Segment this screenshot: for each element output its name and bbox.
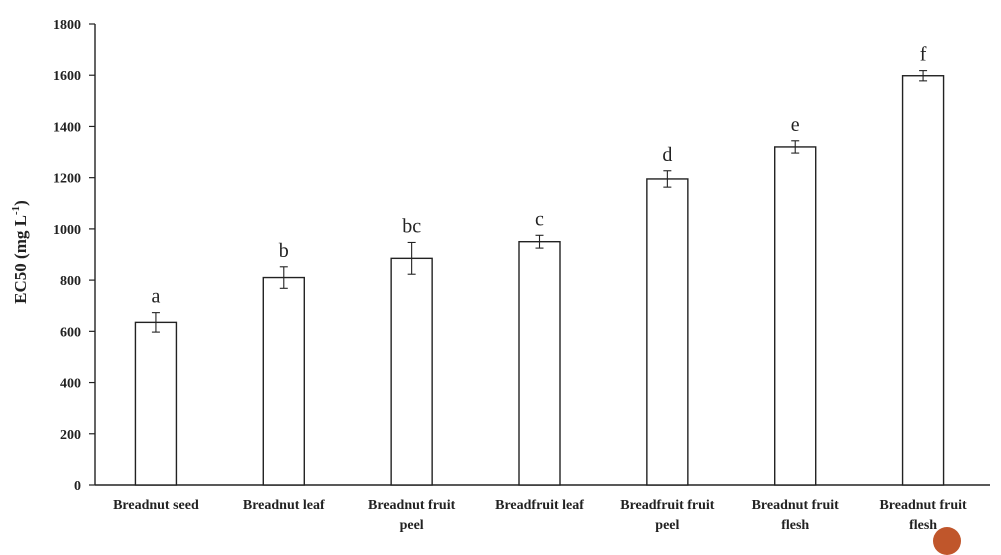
y-tick-label: 600: [60, 325, 81, 340]
bar: [390, 257, 433, 486]
x-tick-label: Breadnut fruit flesh: [879, 498, 967, 533]
x-tick-label: Breadfruit leaf: [495, 498, 584, 513]
y-tick-label: 200: [60, 428, 81, 443]
bar: [262, 276, 305, 486]
significance-label: d: [662, 144, 672, 166]
y-tick-label: 800: [60, 274, 81, 289]
y-tick-label: 0: [74, 479, 81, 494]
bar: [134, 321, 178, 486]
x-tick-label: Breadnut seed: [113, 498, 199, 513]
bar-chart: 0 200 400 600 800 1000 1200 1400 1600 1800 Breadn…: [10, 18, 990, 533]
bar: [901, 75, 945, 486]
x-tick-label: Breadfruit fruit peel: [620, 498, 715, 533]
corner-mark: [933, 527, 961, 555]
y-axis-title: EC50 (mg L-1): [10, 200, 30, 304]
y-tick-label: 1600: [53, 69, 81, 84]
bar: [518, 240, 561, 486]
y-tick-label: 1200: [53, 172, 81, 187]
y-tick-label: 1400: [53, 120, 81, 135]
x-tick-label: Breadnut fruit peel: [368, 498, 456, 533]
y-tick-label: 1800: [53, 18, 81, 33]
significance-label: b: [279, 240, 289, 262]
bar: [774, 146, 817, 486]
significance-label: c: [535, 208, 544, 230]
x-tick-label: Breadnut fruit flesh: [752, 498, 840, 533]
y-axis: 0 200 400 600 800 1000 1200 1400 1600 1800: [53, 18, 96, 494]
significance-label: bc: [402, 215, 421, 237]
x-tick-label: Breadnut leaf: [243, 498, 325, 513]
y-tick-label: 400: [60, 377, 81, 392]
y-tick-label: 1000: [53, 223, 81, 238]
significance-label: e: [791, 114, 800, 136]
bars: a b bc c d e f: [134, 44, 945, 486]
x-axis: Breadnut seed Breadnut leaf Breadnut fruit…: [95, 484, 990, 533]
significance-label: a: [151, 286, 160, 308]
significance-label: f: [920, 44, 927, 66]
bar: [646, 178, 689, 486]
